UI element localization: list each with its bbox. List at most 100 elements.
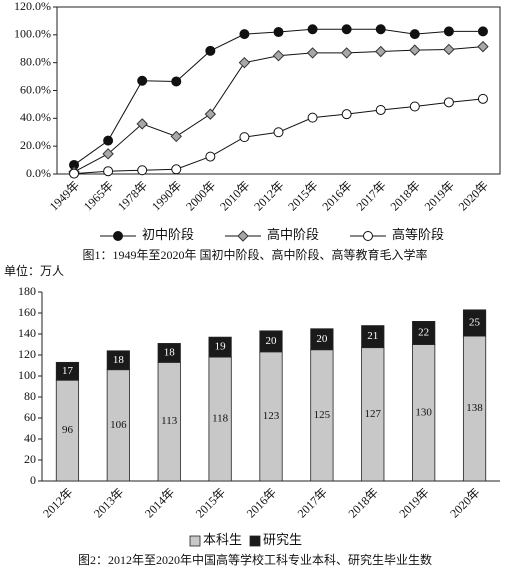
y-tick-label: 0 [30, 473, 36, 487]
x-tick-label: 2018年 [388, 178, 423, 213]
y-tick-label: 140 [18, 326, 36, 340]
legend-swatch [189, 535, 201, 547]
marker [239, 29, 250, 40]
data-label: 19 [215, 341, 227, 353]
legend-marker [237, 230, 249, 242]
legend-label: 本科生 [203, 532, 242, 547]
y-tick-label: 160 [18, 305, 36, 319]
marker [375, 104, 386, 115]
x-tick-label: 2019年 [422, 178, 457, 213]
legend-label: 研究生 [263, 532, 302, 547]
caption: 图2：2012年至2020年中国高等学校工科专业本科、研究生毕业生数 [78, 552, 432, 567]
bar-segment [157, 343, 181, 363]
y-tick-label: 40.0% [20, 110, 51, 124]
y-tick-label: 0.0% [26, 166, 51, 180]
x-tick-label: 1978年 [115, 178, 150, 213]
x-tick-label: 2020年 [447, 485, 482, 520]
marker [137, 75, 148, 86]
marker [170, 130, 182, 143]
data-label: 21 [367, 330, 378, 342]
marker [272, 50, 285, 62]
marker [205, 151, 216, 162]
legend-marker [363, 231, 373, 241]
marker [239, 132, 250, 143]
marker [477, 93, 488, 104]
legend-swatch [249, 535, 261, 547]
marker [306, 47, 319, 59]
x-tick-label: 2016年 [244, 485, 279, 520]
marker [409, 101, 420, 112]
legend-marker [113, 231, 123, 241]
bar-segment [462, 309, 487, 337]
marker [273, 127, 284, 138]
x-tick-label: 2010年 [217, 178, 252, 213]
marker [477, 26, 488, 37]
marker [443, 97, 454, 108]
unit-label: 单位：万人 [4, 263, 64, 278]
y-tick-label: 120 [18, 347, 36, 361]
marker [69, 168, 80, 179]
marker [341, 109, 352, 120]
x-tick-label: 2013年 [91, 485, 126, 520]
marker [205, 45, 216, 56]
x-tick-label: 2018年 [345, 485, 380, 520]
bar-segment [361, 325, 385, 349]
data-label: 125 [314, 409, 331, 421]
legend-label: 初中阶段 [142, 227, 194, 242]
marker [273, 27, 284, 38]
data-label: 25 [469, 317, 481, 329]
marker [307, 112, 318, 123]
data-label: 106 [110, 419, 127, 431]
bar-segment [310, 328, 334, 351]
y-tick-label: 80 [24, 389, 36, 403]
x-tick-label: 1949年 [47, 178, 82, 213]
data-label: 138 [466, 402, 483, 414]
y-tick-label: 180 [18, 284, 36, 298]
marker [341, 24, 352, 35]
legend-label: 高等阶段 [392, 227, 444, 242]
marker [136, 118, 148, 130]
data-label: 18 [113, 354, 125, 366]
marker [409, 29, 420, 40]
marker [477, 40, 489, 53]
data-label: 17 [62, 365, 74, 377]
y-tick-label: 20 [24, 452, 36, 466]
legend-label: 高中阶段 [267, 227, 319, 242]
marker [443, 26, 454, 37]
y-tick-label: 60 [24, 410, 36, 424]
x-tick-label: 1965年 [81, 178, 116, 213]
bar-segment [55, 361, 80, 381]
marker [103, 166, 114, 177]
x-tick-label: 2020年 [456, 178, 491, 213]
x-tick-label: 2000年 [183, 178, 218, 213]
y-tick-label: 80.0% [20, 54, 51, 68]
bar-segment [412, 320, 436, 345]
data-label: 20 [266, 335, 278, 347]
marker [102, 148, 114, 160]
caption: 图1：1949年至2020年 国初中阶段、高中阶段、高等教育毛入学率 [82, 247, 427, 262]
marker [307, 24, 318, 35]
line [73, 46, 484, 173]
x-tick-label: 2016年 [319, 178, 354, 213]
y-tick-label: 100 [18, 368, 36, 382]
x-tick-label: 2012年 [251, 178, 286, 213]
data-label: 123 [263, 410, 280, 422]
data-label: 22 [418, 326, 429, 338]
marker [171, 76, 182, 87]
data-label: 96 [62, 424, 74, 436]
x-tick-label: 2017年 [353, 178, 388, 213]
data-label: 20 [316, 333, 328, 345]
bar-segment [106, 350, 130, 371]
x-tick-label: 2017年 [295, 485, 330, 520]
y-tick-label: 40 [24, 431, 36, 445]
x-tick-label: 2014年 [142, 485, 177, 520]
x-tick-label: 1990年 [149, 178, 184, 213]
marker [204, 108, 217, 120]
bar-segment [208, 336, 232, 358]
marker [375, 45, 387, 58]
data-label: 130 [415, 406, 432, 418]
x-tick-label: 2015年 [193, 485, 228, 520]
x-tick-label: 2019年 [396, 485, 431, 520]
y-tick-label: 100.0% [14, 27, 51, 41]
